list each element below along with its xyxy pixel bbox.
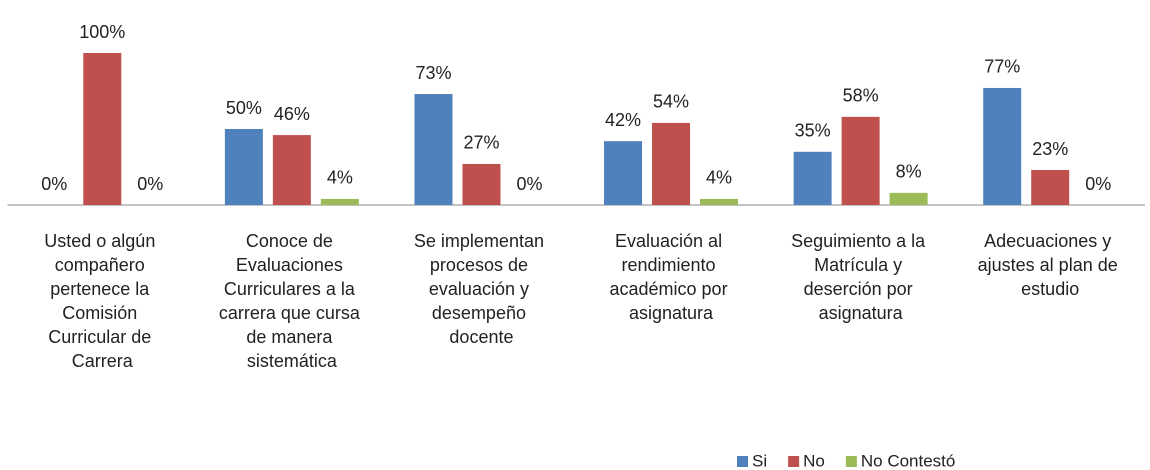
data-label: 50% (226, 98, 262, 118)
data-label: 73% (415, 63, 451, 83)
bar (841, 116, 880, 205)
data-label: 0% (41, 174, 67, 194)
data-label: 54% (653, 92, 689, 112)
data-label: 46% (274, 104, 310, 124)
bar (889, 192, 928, 205)
data-label: 42% (605, 110, 641, 130)
bar (83, 53, 122, 205)
data-label: 8% (896, 162, 922, 182)
bar (652, 122, 691, 205)
bar (224, 129, 263, 205)
data-label: 0% (137, 174, 163, 194)
data-label: 0% (516, 174, 542, 194)
bar (1031, 170, 1070, 205)
x-tick-label: Seguimiento a la Matrícula y deserción p… (791, 231, 930, 323)
data-label: 23% (1032, 139, 1068, 159)
bar (793, 151, 832, 205)
bar (983, 87, 1022, 205)
data-label: 27% (463, 133, 499, 153)
data-label: 0% (1085, 174, 1111, 194)
x-tick-label: Usted o algún compañero pertenece la Com… (44, 231, 160, 371)
data-label: 4% (706, 168, 732, 188)
data-label: 4% (327, 168, 353, 188)
bar (320, 198, 359, 205)
bar (272, 135, 311, 205)
x-tick-label: Evaluación al rendimiento académico por … (610, 231, 733, 323)
legend-label: Si (752, 451, 767, 470)
bar (700, 198, 739, 205)
legend-label: No Contestó (861, 451, 956, 470)
data-label: 100% (79, 22, 125, 42)
legend-label: No (803, 451, 825, 470)
x-tick-label: Se implementan procesos de evaluación y … (414, 231, 549, 347)
data-label: 77% (984, 57, 1020, 77)
legend-swatch (788, 456, 800, 467)
bar (414, 94, 453, 205)
legend-swatch (737, 456, 748, 467)
x-tick-label: Adecuaciones y ajustes al plan de estudi… (978, 231, 1123, 299)
data-label: 58% (843, 86, 879, 106)
bar (462, 163, 501, 205)
x-tick-label: Conoce de Evaluaciones Curriculares a la… (219, 231, 365, 371)
legend-swatch (845, 456, 857, 467)
data-label: 35% (795, 121, 831, 141)
bar (604, 141, 643, 205)
